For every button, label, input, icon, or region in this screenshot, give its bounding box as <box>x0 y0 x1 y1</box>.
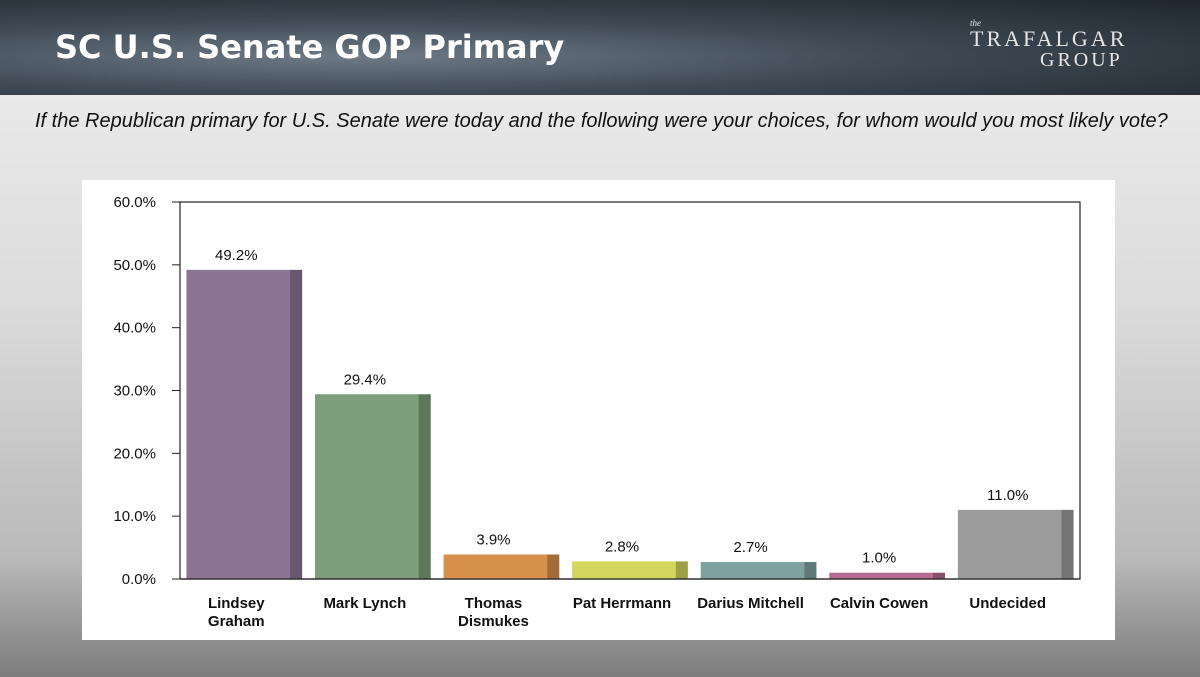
y-tick-label: 0.0% <box>122 571 156 588</box>
y-tick-label: 50.0% <box>113 257 156 274</box>
bar-edge <box>933 572 945 579</box>
x-tick-label: Thomas Dismukes <box>457 595 529 630</box>
logo-line2: GROUP <box>1040 49 1123 71</box>
x-tick-label: Undecided <box>969 595 1047 612</box>
value-label: 3.9% <box>476 531 510 548</box>
y-tick-label: 10.0% <box>113 508 156 525</box>
value-label: 29.4% <box>344 371 387 388</box>
chart: 0.0% 10.0% 20.0% 30.0% 40.0% 50.0% 60.0% 49.2% 2… <box>113 194 1081 588</box>
x-tick-label: Pat Herrmann <box>572 595 672 612</box>
bar <box>186 269 303 579</box>
slide-title: SC U.S. Senate GOP Primary <box>55 28 565 66</box>
logo-line1: TRAFALGAR <box>970 26 1128 51</box>
bar <box>315 394 431 579</box>
x-tick-label: Darius Mitchell <box>697 595 804 612</box>
chart-panel: 0.0% 10.0% 20.0% 30.0% 40.0% 50.0% 60.0% 49.2% 2… <box>82 180 1115 640</box>
value-label: 1.0% <box>862 550 896 567</box>
bar-edge <box>547 554 560 579</box>
bar-edge <box>290 269 303 579</box>
logo: the TRAFALGAR GROUP <box>970 18 1127 70</box>
bar-edge <box>675 561 688 579</box>
x-tick-label: Lindsey Graham <box>207 595 265 630</box>
bar <box>829 572 945 579</box>
value-label: 49.2% <box>215 247 258 264</box>
bar <box>700 562 817 579</box>
bar <box>443 554 560 579</box>
bar-edge <box>804 562 817 579</box>
value-label: 11.0% <box>987 487 1028 504</box>
bar-edge <box>418 394 431 579</box>
y-tick-label: 60.0% <box>113 194 156 211</box>
x-tick-label: Mark Lynch <box>323 595 407 612</box>
header-banner <box>0 0 1200 95</box>
bar <box>957 509 1074 579</box>
bar <box>572 561 688 579</box>
y-tick-label: 20.0% <box>113 445 156 462</box>
y-tick-label: 30.0% <box>113 383 156 400</box>
y-tick-label: 40.0% <box>113 320 156 337</box>
x-tick-label: Calvin Cowen <box>829 595 929 612</box>
logo-small: the <box>970 18 981 28</box>
question: If the Republican primary for U.S. Senat… <box>35 110 1168 132</box>
bar-edge <box>1061 509 1074 579</box>
value-label: 2.8% <box>605 538 639 555</box>
value-label: 2.7% <box>733 539 767 556</box>
